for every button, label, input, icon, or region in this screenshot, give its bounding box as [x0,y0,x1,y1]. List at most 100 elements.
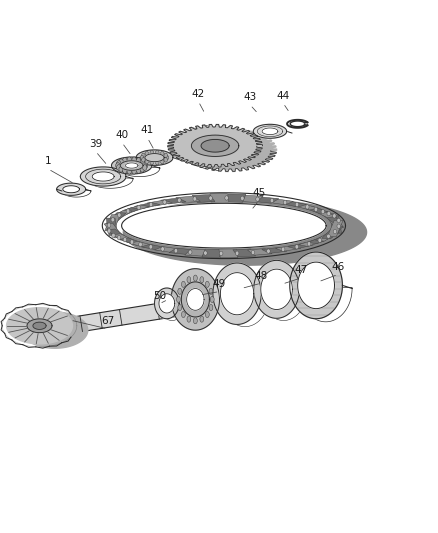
Polygon shape [329,216,341,233]
Polygon shape [224,194,245,203]
Ellipse shape [177,288,181,294]
Polygon shape [324,213,343,228]
Ellipse shape [336,218,339,223]
Polygon shape [124,205,149,212]
Polygon shape [27,319,52,333]
Polygon shape [307,236,332,244]
Ellipse shape [111,233,115,238]
Ellipse shape [141,158,145,162]
Text: 49: 49 [212,279,226,289]
Ellipse shape [148,245,152,249]
Polygon shape [92,172,114,181]
Ellipse shape [181,281,185,287]
Polygon shape [80,167,126,186]
Ellipse shape [107,223,110,227]
Polygon shape [239,195,262,203]
Polygon shape [297,262,334,309]
Polygon shape [280,201,306,207]
Polygon shape [167,124,262,167]
Polygon shape [181,282,209,317]
Polygon shape [57,183,85,195]
Ellipse shape [117,213,121,217]
Ellipse shape [269,198,273,203]
Ellipse shape [205,281,209,287]
Ellipse shape [162,200,166,204]
Ellipse shape [307,241,310,246]
Polygon shape [261,247,286,253]
Ellipse shape [336,224,340,229]
Polygon shape [298,239,323,246]
Ellipse shape [115,163,120,168]
Polygon shape [201,249,223,257]
Polygon shape [220,273,253,315]
Ellipse shape [193,318,197,324]
Polygon shape [287,243,313,249]
Polygon shape [112,234,136,243]
Ellipse shape [136,158,141,163]
Polygon shape [63,185,79,193]
Polygon shape [261,128,277,135]
Ellipse shape [116,165,120,171]
Ellipse shape [181,311,185,318]
Ellipse shape [145,151,148,156]
Text: 39: 39 [89,139,102,149]
Polygon shape [147,200,172,206]
Polygon shape [292,204,318,210]
Polygon shape [7,308,72,344]
Polygon shape [160,198,186,204]
Ellipse shape [193,275,197,281]
Polygon shape [136,150,173,165]
Polygon shape [120,161,143,171]
Polygon shape [267,199,293,205]
Ellipse shape [137,205,140,209]
Ellipse shape [295,203,298,207]
Text: 67: 67 [101,316,114,326]
Ellipse shape [199,316,203,322]
Polygon shape [253,124,286,138]
Ellipse shape [205,311,209,318]
Ellipse shape [283,200,286,205]
Polygon shape [22,312,88,348]
Ellipse shape [131,168,136,174]
Ellipse shape [155,160,159,165]
Ellipse shape [208,304,212,311]
Polygon shape [159,294,174,313]
Text: 1: 1 [45,156,52,166]
Polygon shape [253,260,299,318]
Polygon shape [260,269,292,310]
Polygon shape [105,215,120,231]
Ellipse shape [203,251,207,255]
Ellipse shape [332,229,336,234]
Polygon shape [106,229,129,240]
Ellipse shape [177,198,181,203]
Ellipse shape [208,196,212,200]
Ellipse shape [224,196,228,200]
Ellipse shape [119,166,123,172]
Ellipse shape [127,157,131,163]
Polygon shape [175,196,200,203]
Polygon shape [327,220,342,237]
Polygon shape [186,288,204,310]
Ellipse shape [266,249,269,253]
Ellipse shape [119,159,123,165]
Polygon shape [119,238,145,245]
Ellipse shape [123,238,127,242]
Ellipse shape [165,156,168,160]
Ellipse shape [160,247,164,251]
Polygon shape [125,163,138,168]
Polygon shape [232,249,255,257]
Ellipse shape [160,159,164,164]
Text: 48: 48 [254,271,267,280]
Polygon shape [311,209,335,217]
Ellipse shape [210,296,214,303]
Polygon shape [315,231,339,241]
Polygon shape [321,226,343,239]
Ellipse shape [305,205,308,209]
Polygon shape [154,247,180,253]
Polygon shape [184,249,208,256]
Ellipse shape [140,166,144,172]
Ellipse shape [294,245,298,249]
Polygon shape [192,195,215,203]
Ellipse shape [155,150,159,155]
Ellipse shape [122,158,127,163]
